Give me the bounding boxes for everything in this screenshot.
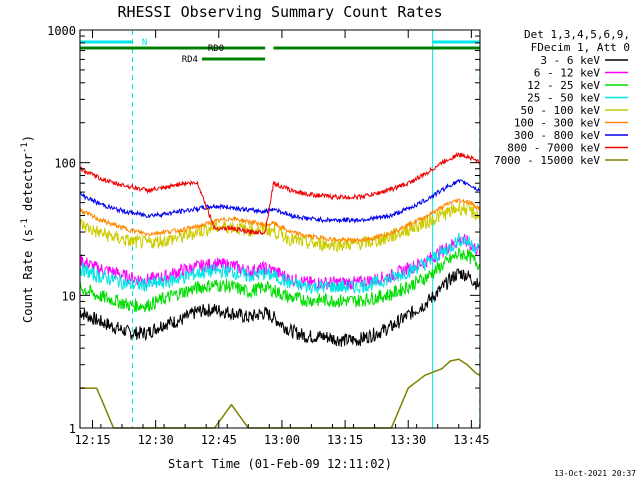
x-tick-label-6: 13:45 — [453, 433, 489, 447]
legend-header-1: FDecim 1, Att 0 — [531, 41, 630, 54]
x-tick-label-3: 13:00 — [264, 433, 300, 447]
legend-entry-2: 12 - 25 keV — [527, 79, 600, 92]
series-line-5 — [79, 197, 481, 244]
x-tick-label-2: 12:45 — [201, 433, 237, 447]
legend-entry-1: 6 - 12 keV — [534, 67, 601, 80]
chart-title: RHESSI Observing Summary Count Rates — [117, 3, 442, 21]
legend-entry-3: 25 - 50 keV — [527, 92, 600, 105]
series-line-2 — [79, 247, 481, 313]
axis-ticks: 12:15 12:30 12:45 13:00 13:15 13:30 13:45 1 10 10… — [47, 24, 489, 447]
x-tick-label-1: 12:30 — [138, 433, 174, 447]
legend-entry-5: 100 - 300 keV — [514, 117, 600, 130]
timestamp: 13-Oct-2021 20:37 — [554, 469, 636, 478]
y-axis-label-sup1: -1 — [20, 218, 30, 229]
y-axis-label-sup2: -1 — [20, 142, 30, 153]
x-axis-label: Start Time (01-Feb-09 12:11:02) — [168, 457, 392, 471]
y-tick-label-1: 10 — [62, 289, 76, 303]
y-axis-label: Count Rate (s-1 detector-1) — [20, 135, 35, 323]
series-line-0 — [79, 268, 481, 347]
legend-entry-8: 7000 - 15000 keV — [494, 154, 600, 167]
series-line-3 — [79, 232, 481, 295]
rd0-label: RD0 — [208, 44, 224, 54]
night-band-label: N — [142, 38, 147, 48]
series-line-6 — [79, 178, 481, 224]
legend: Det 1,3,4,5,6,9,FDecim 1, Att 03 - 6 keV… — [494, 28, 630, 167]
series-line-7 — [79, 151, 481, 236]
y-axis-label-end: ) — [21, 135, 35, 142]
legend-entry-6: 300 - 800 keV — [514, 129, 600, 142]
y-tick-label-2: 100 — [54, 157, 76, 171]
y-tick-label-0: 1 — [69, 422, 76, 436]
x-tick-label-4: 13:15 — [327, 433, 363, 447]
rd4-label: RD4 — [182, 55, 198, 65]
x-tick-label-5: 13:30 — [390, 433, 426, 447]
legend-entry-0: 3 - 6 keV — [540, 54, 600, 67]
y-tick-label-3: 1000 — [47, 24, 76, 38]
legend-header-0: Det 1,3,4,5,6,9, — [524, 28, 630, 41]
plot-frame — [79, 29, 481, 429]
x-tick-label-0: 12:15 — [74, 433, 110, 447]
y-axis-label-main: Count Rate (s — [21, 229, 35, 323]
legend-entry-7: 800 - 7000 keV — [507, 142, 600, 155]
y-axis-label-mid: detector — [21, 153, 35, 218]
legend-entry-4: 50 - 100 keV — [521, 104, 601, 117]
series-layer — [79, 151, 481, 429]
series-line-4 — [79, 201, 481, 253]
